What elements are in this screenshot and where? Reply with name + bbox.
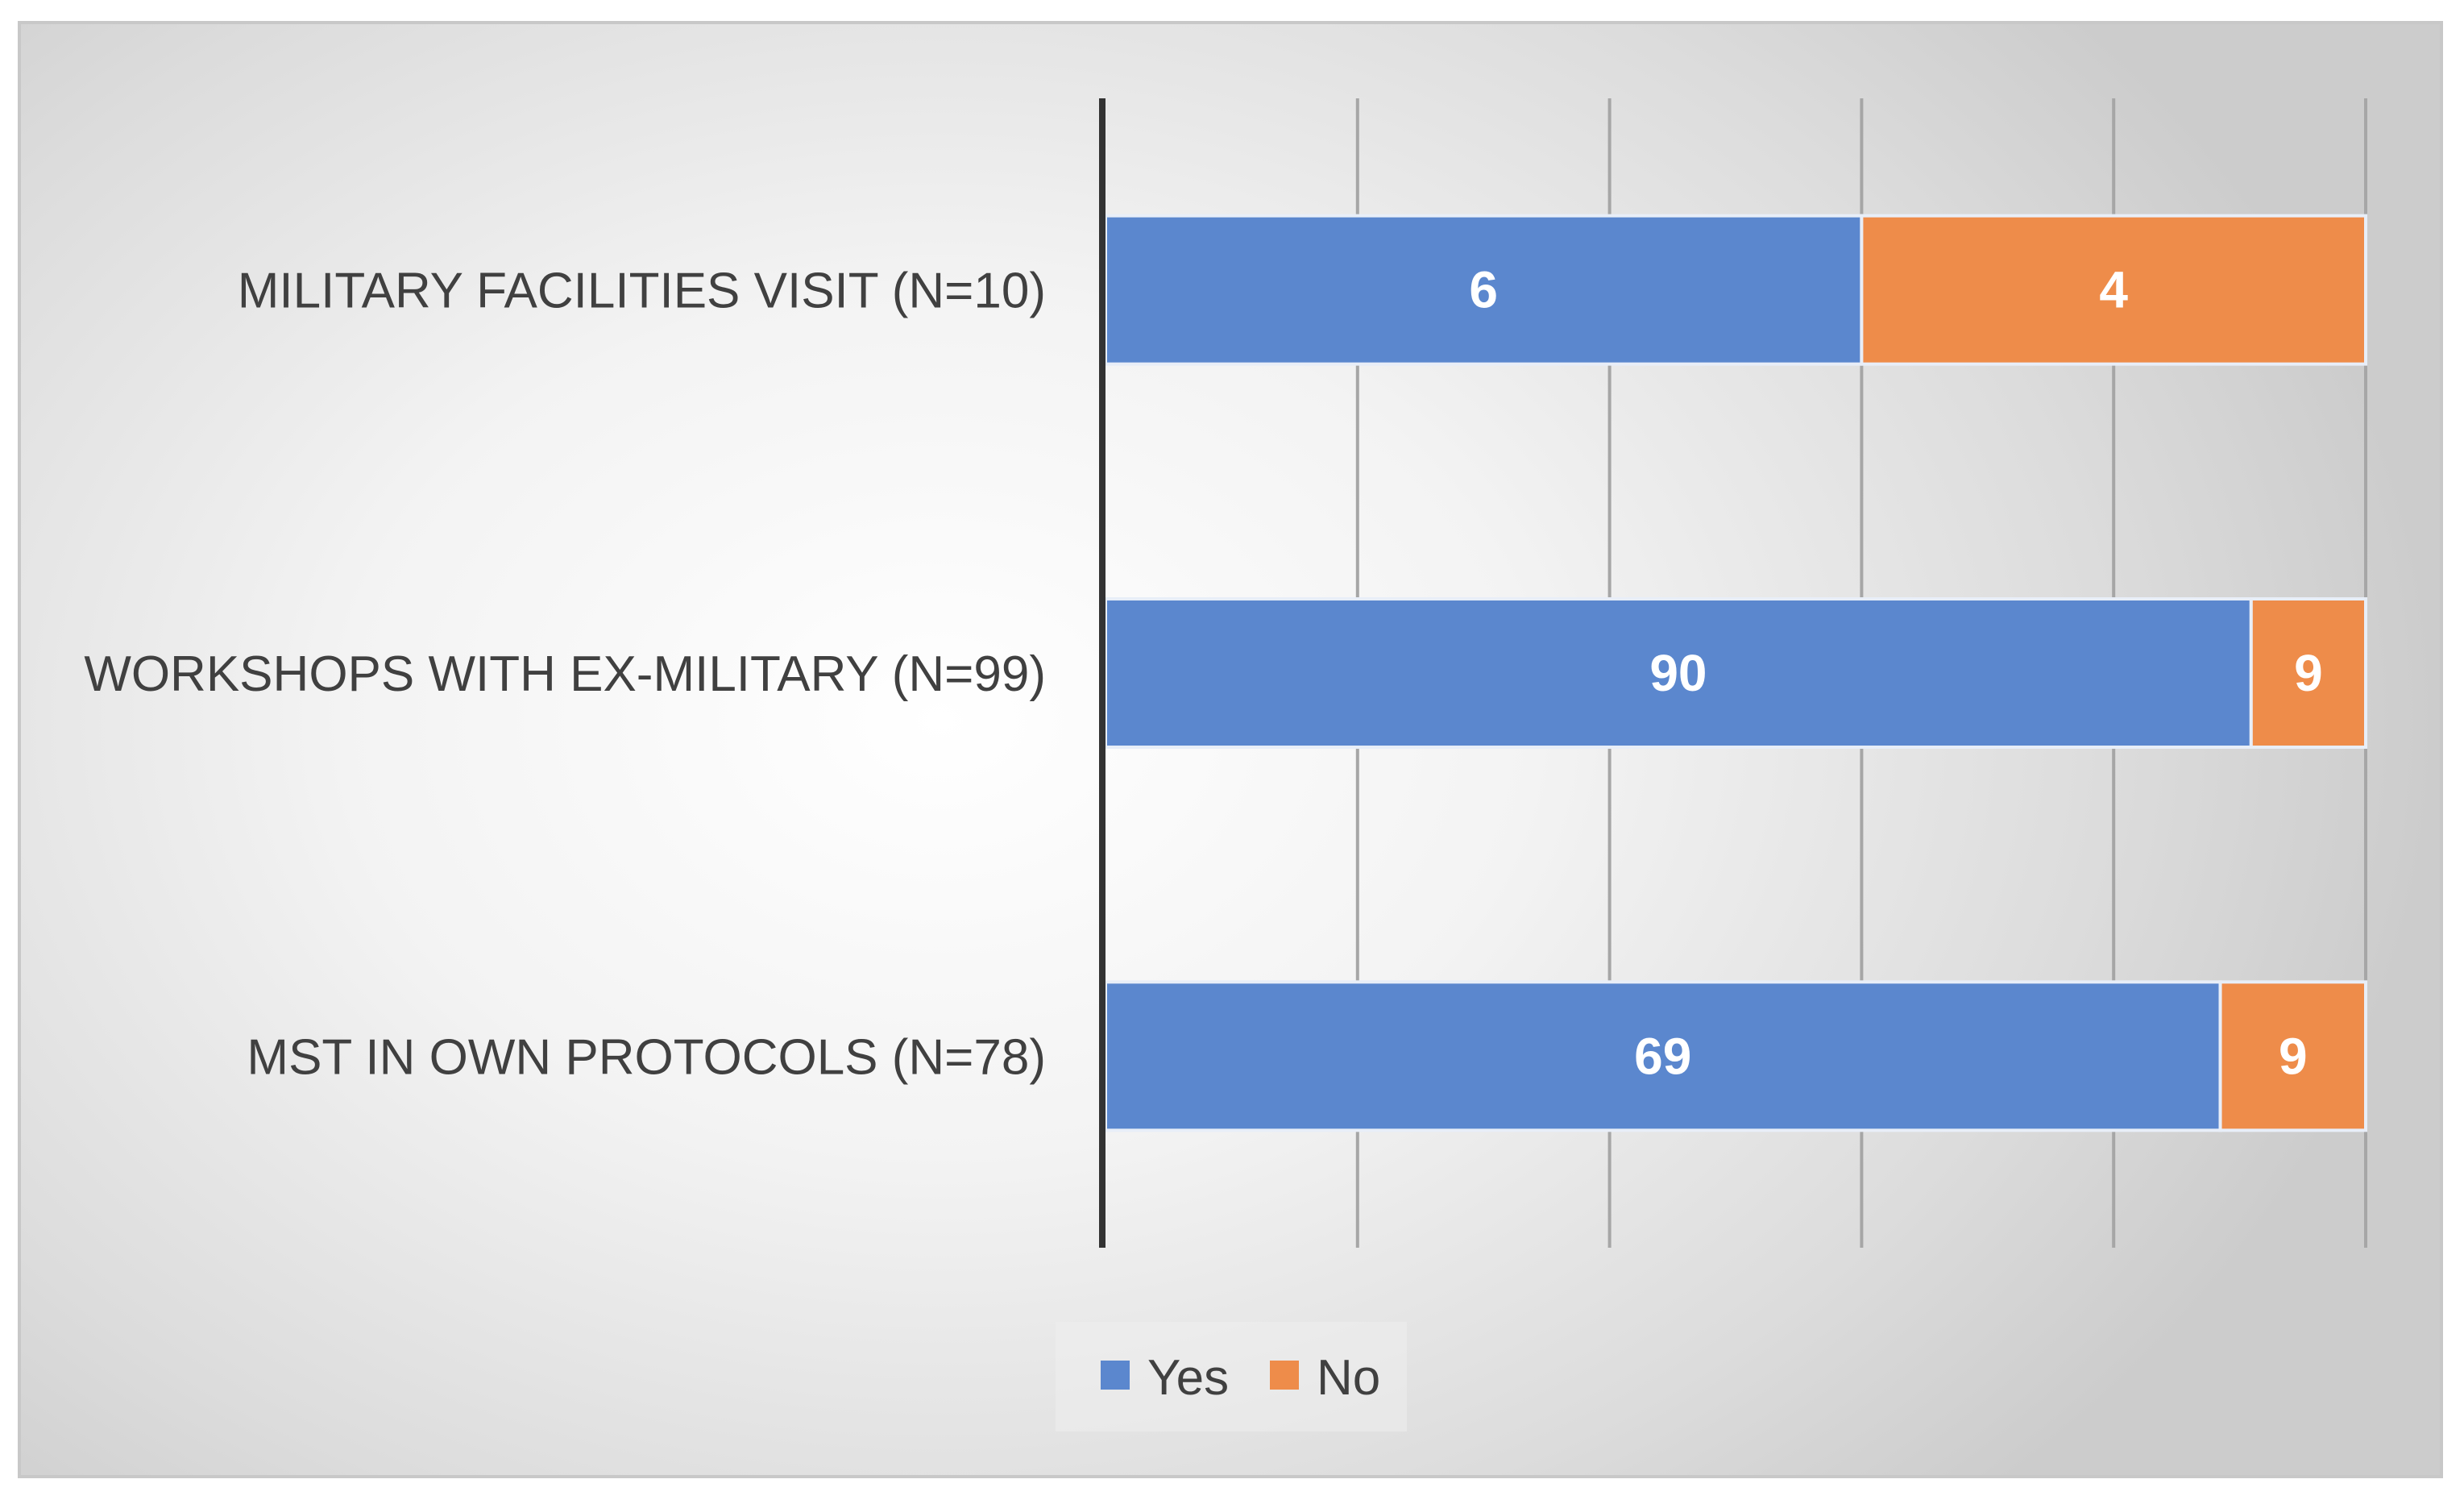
bar-no-1 xyxy=(2249,597,2367,749)
bar-yes-2 xyxy=(1104,980,2222,1132)
data-label-yes-1: 90 xyxy=(1649,644,1707,702)
legend: Yes No xyxy=(1056,1322,1407,1431)
data-label-yes-0: 6 xyxy=(1469,261,1498,319)
category-labels: MILITARY FACILITIES VISIT (N=10) WORKSHOP… xyxy=(84,264,1046,1086)
bar-no-0 xyxy=(1860,214,2367,366)
bar-yes-1 xyxy=(1104,597,2253,749)
legend-swatch-yes xyxy=(1101,1361,1130,1390)
category-label-0: MILITARY FACILITIES VISIT (N=10) xyxy=(238,264,1046,319)
data-label-yes-2: 69 xyxy=(1634,1027,1691,1085)
data-labels: 6 4 90 9 69 9 xyxy=(1469,261,2322,1086)
bar-no-2 xyxy=(2218,980,2368,1132)
data-label-no-1: 9 xyxy=(2294,644,2323,702)
bars xyxy=(1104,214,2368,1132)
legend-label-no: No xyxy=(1317,1350,1380,1406)
legend-label-yes: Yes xyxy=(1147,1350,1229,1406)
data-label-no-0: 4 xyxy=(2099,261,2128,319)
data-label-no-2: 9 xyxy=(2279,1027,2308,1085)
category-label-2: MST IN OWN PROTOCOLS (N=78) xyxy=(247,1029,1046,1085)
category-label-1: WORKSHOPS WITH EX-MILITARY (N=99) xyxy=(84,646,1046,702)
legend-swatch-no xyxy=(1270,1361,1299,1390)
